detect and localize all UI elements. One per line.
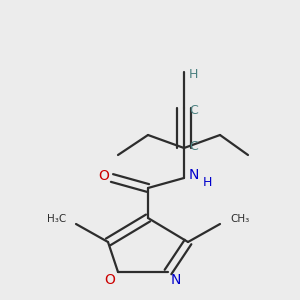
Text: H: H <box>189 68 198 80</box>
Text: C: C <box>189 140 198 154</box>
Text: C: C <box>189 103 198 116</box>
Text: N: N <box>171 273 181 287</box>
Text: CH₃: CH₃ <box>230 214 249 224</box>
Text: O: O <box>99 169 110 183</box>
Text: N: N <box>189 168 200 182</box>
Text: H: H <box>203 176 212 188</box>
Text: H₃C: H₃C <box>47 214 66 224</box>
Text: O: O <box>105 273 116 287</box>
